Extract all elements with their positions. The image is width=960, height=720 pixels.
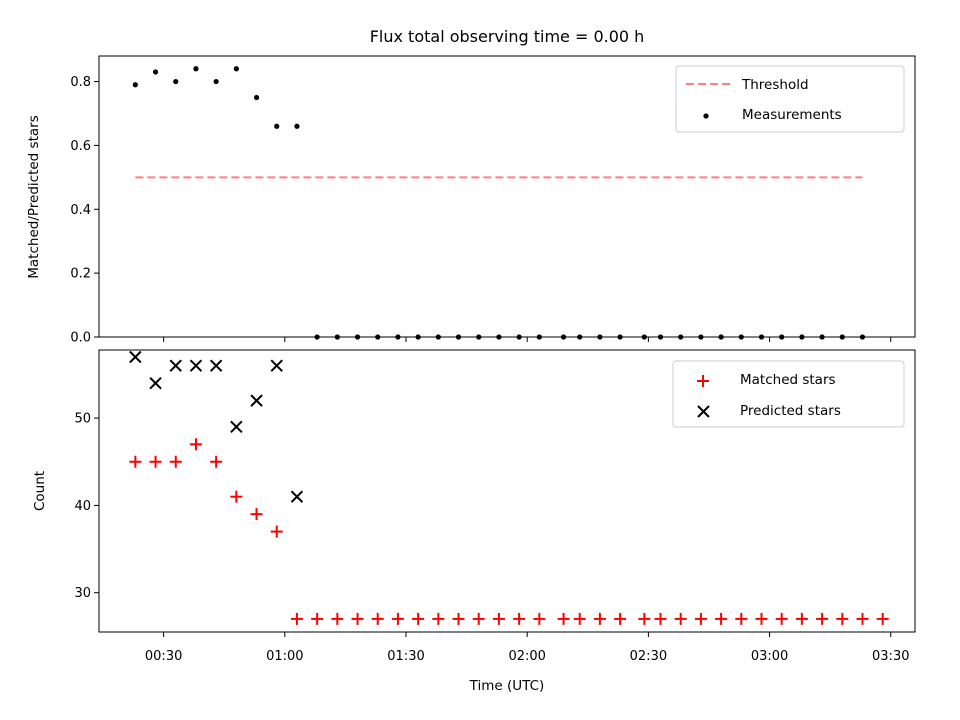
top-panel-y-ticks: 0.0 0.2 0.4 0.6 0.8 xyxy=(70,75,99,346)
bottom-legend-box xyxy=(672,360,905,428)
matched-star-point xyxy=(533,612,546,625)
bottom-panel-frame xyxy=(98,349,916,633)
legend-predicted-swatch xyxy=(697,405,710,418)
measurement-point xyxy=(294,123,300,129)
bottom-panel-marks xyxy=(129,350,889,625)
chart-title: Flux total observing time = 0.00 h xyxy=(370,27,645,46)
measurement-point xyxy=(173,78,179,85)
matched-star-point xyxy=(472,612,485,625)
measurement-point xyxy=(193,66,199,72)
predicted-star-point xyxy=(209,359,223,372)
y-tick-label: 50 xyxy=(74,412,91,427)
x-tick-label: 00:30 xyxy=(145,649,182,664)
y-tick-label: 0.0 xyxy=(70,331,91,346)
predicted-star-point xyxy=(129,350,142,364)
bottom-panel-x-ticks: 00:30 01:00 01:30 02:00 02:30 03:00 03:30 xyxy=(145,632,909,664)
matched-star-point xyxy=(735,612,748,625)
matched-star-point xyxy=(492,612,505,625)
matched-star-point xyxy=(210,455,223,468)
matched-star-point xyxy=(270,525,283,538)
x-axis-label: Time (UTC) xyxy=(469,678,545,694)
matched-star-point xyxy=(795,612,808,625)
x-tick-label: 03:00 xyxy=(751,649,788,664)
x-tick-label: 02:30 xyxy=(630,649,667,664)
matched-star-point xyxy=(391,612,404,625)
top-legend: Threshold Measurements xyxy=(675,65,905,133)
y-tick-label: 40 xyxy=(74,499,91,514)
bottom-panel: 30 40 50 00:30 01:00 01:30 02:00 02:30 03:00 03:… xyxy=(32,349,916,694)
top-y-axis-label: Matched/Predicted stars xyxy=(26,115,42,278)
predicted-star-point xyxy=(169,359,182,372)
matched-star-point xyxy=(775,612,788,625)
predicted-star-point xyxy=(250,394,263,407)
legend-measurements-label: Measurements xyxy=(742,107,842,123)
predicted-star-point xyxy=(149,376,162,390)
matched-star-point xyxy=(856,612,869,625)
matched-star-point xyxy=(694,612,707,625)
matched-star-point xyxy=(836,612,849,625)
y-tick-label: 0.8 xyxy=(70,75,91,90)
matched-star-point xyxy=(513,612,526,625)
matched-star-point xyxy=(816,612,829,625)
matched-star-point xyxy=(614,612,627,625)
bottom-panel-y-ticks: 30 40 50 xyxy=(74,412,99,601)
top-legend-box xyxy=(675,65,905,133)
x-tick-label: 01:30 xyxy=(387,649,424,664)
x-tick-label: 01:00 xyxy=(266,649,303,664)
measurement-point xyxy=(274,123,280,129)
matched-star-point xyxy=(351,612,364,625)
legend-measurements-swatch xyxy=(703,113,709,119)
predicted-star-point xyxy=(290,490,304,503)
matched-star-point xyxy=(129,455,142,468)
top-panel-frame xyxy=(98,55,916,338)
x-tick-label: 02:00 xyxy=(508,649,545,664)
predicted-star-point xyxy=(230,420,243,434)
matched-star-point xyxy=(876,612,889,625)
y-tick-label: 0.4 xyxy=(70,203,91,218)
matched-star-point xyxy=(573,612,586,625)
measurement-point xyxy=(233,66,239,72)
matched-star-point xyxy=(755,612,768,625)
matched-star-point xyxy=(230,490,243,503)
bottom-y-axis-label: Count xyxy=(32,471,48,511)
legend-matched-label: Matched stars xyxy=(740,372,836,388)
y-tick-label: 0.2 xyxy=(70,267,91,282)
matched-star-point xyxy=(412,612,425,625)
x-tick-label: 03:30 xyxy=(872,649,909,664)
matched-star-point xyxy=(557,612,570,625)
matched-star-point xyxy=(149,455,162,468)
top-panel: 0.00.20.40.60.8 Matched/Predicted stars … xyxy=(26,55,916,346)
matched-star-point xyxy=(169,455,182,468)
legend-threshold-label: Threshold xyxy=(741,77,809,93)
matched-star-point xyxy=(371,612,384,625)
matched-star-point xyxy=(189,438,202,451)
matched-star-point xyxy=(331,612,344,625)
legend-matched-swatch xyxy=(697,375,709,387)
y-tick-label: 0.6 xyxy=(70,139,91,154)
matched-star-point xyxy=(593,612,606,625)
matched-star-point xyxy=(311,612,324,625)
legend-predicted-label: Predicted stars xyxy=(740,403,841,419)
matched-star-point xyxy=(638,612,651,625)
matched-star-point xyxy=(452,612,465,625)
measurement-point xyxy=(213,78,219,85)
matched-star-point xyxy=(654,612,667,625)
top-panel-x-ticks xyxy=(163,337,892,342)
matched-star-point xyxy=(674,612,687,625)
bottom-legend: Matched stars Predicted stars xyxy=(672,360,905,428)
matched-star-point xyxy=(432,612,445,625)
measurement-point xyxy=(152,69,159,75)
measurement-point xyxy=(132,82,138,88)
top-panel-marks xyxy=(132,66,866,340)
predicted-star-point xyxy=(189,359,203,372)
predicted-star-point xyxy=(270,359,283,372)
matched-star-point xyxy=(250,508,263,521)
matched-star-point xyxy=(290,612,303,625)
matched-star-point xyxy=(715,612,728,625)
y-tick-label: 30 xyxy=(74,586,91,601)
measurement-point xyxy=(253,94,260,101)
